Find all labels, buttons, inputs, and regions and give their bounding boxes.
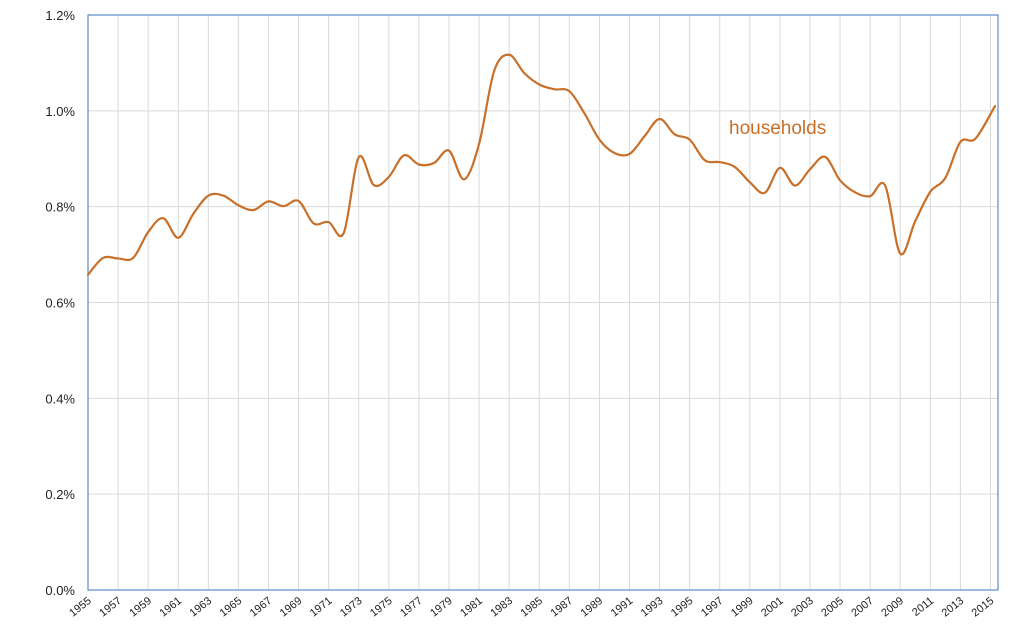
y-tick-label: 0.0% xyxy=(45,583,75,598)
y-tick-label: 1.0% xyxy=(45,104,75,119)
gridlines xyxy=(87,14,998,591)
series-line-households xyxy=(86,53,997,276)
y-tick-label: 0.2% xyxy=(45,487,75,502)
x-tick-label: 1955 xyxy=(67,595,94,620)
y-axis-tick-labels: 0.0% 0.2% 0.4% 0.6% 0.8% 1.0% 1.2% xyxy=(45,8,75,598)
x-tick-label: 2015 xyxy=(970,595,997,620)
x-tick-label: 2003 xyxy=(789,595,816,620)
x-tick-label: 2009 xyxy=(879,595,906,620)
series-layer xyxy=(86,53,997,276)
y-tick-label: 0.8% xyxy=(45,200,75,215)
x-tick-label: 1993 xyxy=(639,595,666,620)
x-tick-label: 2007 xyxy=(849,595,876,620)
y-tick-label: 0.4% xyxy=(45,391,75,406)
x-tick-label: 1995 xyxy=(669,595,696,620)
x-tick-label: 1977 xyxy=(398,595,425,620)
x-tick-label: 1999 xyxy=(729,595,756,620)
x-tick-label: 2005 xyxy=(819,595,846,620)
y-tick-label: 1.2% xyxy=(45,8,75,23)
y-tick-label: 0.6% xyxy=(45,296,75,311)
x-tick-label: 2013 xyxy=(940,595,967,620)
x-tick-label: 1957 xyxy=(97,595,124,620)
x-axis-tick-labels: 1955 1957 1959 1961 1963 1965 1967 1969 1971 1973… xyxy=(67,595,996,620)
x-tick-label: 1973 xyxy=(338,595,365,620)
x-tick-label: 1989 xyxy=(579,595,606,620)
x-tick-label: 1961 xyxy=(157,595,184,620)
x-tick-label: 1975 xyxy=(368,595,395,620)
x-tick-label: 2011 xyxy=(910,595,936,619)
x-tick-label: 1979 xyxy=(428,595,455,620)
series-annotation-label: households xyxy=(729,118,826,139)
x-tick-label: 2001 xyxy=(759,595,786,620)
x-tick-label: 1981 xyxy=(458,595,485,620)
plot-area-border xyxy=(87,14,999,591)
x-tick-label: 1983 xyxy=(488,595,515,620)
x-tick-label: 1997 xyxy=(699,595,726,620)
x-tick-label: 1967 xyxy=(248,595,275,620)
x-tick-label: 1969 xyxy=(278,595,305,620)
x-tick-label: 1987 xyxy=(548,595,575,620)
x-tick-label: 1959 xyxy=(127,595,154,620)
x-tick-label: 1963 xyxy=(187,595,214,620)
x-tick-label: 1985 xyxy=(518,595,545,620)
x-tick-label: 1965 xyxy=(218,595,245,620)
x-tick-label: 1991 xyxy=(609,595,636,620)
x-tick-label: 1971 xyxy=(308,595,335,620)
